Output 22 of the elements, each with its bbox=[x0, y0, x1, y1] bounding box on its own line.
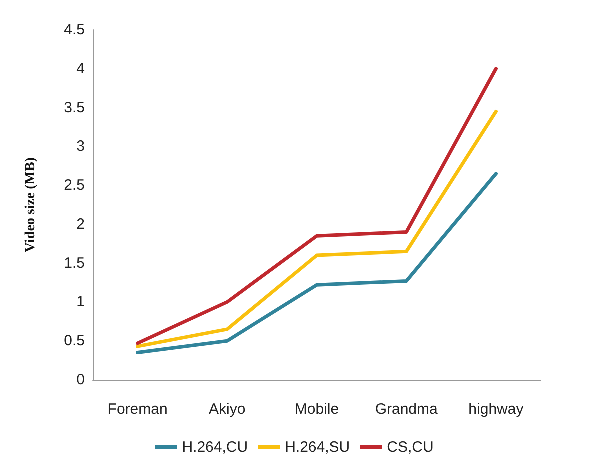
x-tick-label: Foreman bbox=[108, 401, 168, 418]
line-series bbox=[136, 67, 498, 346]
x-tick-label: Grandma bbox=[375, 401, 439, 418]
x-tick-label: Mobile bbox=[294, 401, 340, 418]
y-tick-label: 4.5 bbox=[64, 22, 85, 38]
y-tick-label: 1.5 bbox=[64, 254, 85, 272]
y-tick-label: 1 bbox=[76, 294, 85, 311]
legend-label: H.264,SU bbox=[285, 439, 350, 456]
y-tick-label: 0 bbox=[76, 372, 85, 388]
x-tick-label: highway bbox=[468, 401, 524, 418]
y-tick-label: 2 bbox=[76, 216, 85, 233]
y-tick-label: 0.5 bbox=[64, 332, 85, 350]
legend-label: CS,CU bbox=[387, 439, 434, 456]
x-tick-label: Akiyo bbox=[209, 401, 246, 418]
y-tick-label: 3.5 bbox=[64, 99, 85, 116]
line-series bbox=[136, 110, 498, 348]
y-axis-title: Video size (MB) bbox=[24, 157, 38, 253]
y-tick-label: 2.5 bbox=[64, 177, 85, 194]
legend-label: H.264,CU bbox=[182, 439, 248, 456]
line-series bbox=[136, 172, 498, 355]
y-tick-label: 4 bbox=[76, 60, 85, 78]
y-tick-label: 3 bbox=[76, 138, 85, 156]
